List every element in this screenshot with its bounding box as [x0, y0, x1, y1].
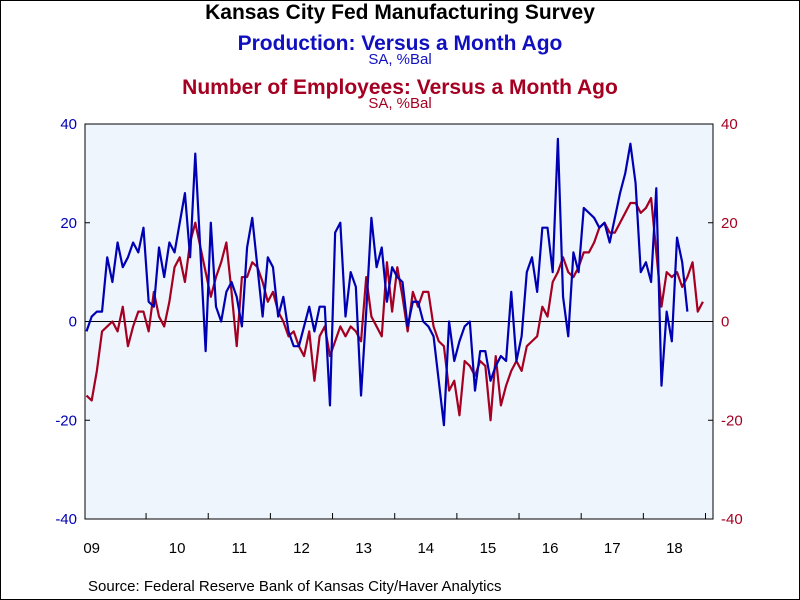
production-series-title: Production: Versus a Month Ago [237, 32, 563, 55]
y-left-tick-label: -40 [55, 511, 77, 528]
y-right-tick-label: 20 [721, 215, 738, 232]
x-tick-label: 10 [169, 540, 186, 557]
y-left-tick-label: 20 [60, 215, 77, 232]
x-tick-label: 16 [542, 540, 559, 557]
production-series-units: SA, %Bal [368, 51, 432, 68]
y-right-tick-label: 40 [721, 116, 738, 133]
x-tick-label: 11 [232, 540, 248, 557]
y-left-tick-label: -20 [55, 412, 77, 429]
y-right-tick-label: -20 [721, 412, 743, 429]
chart-title: Kansas City Fed Manufacturing Survey [205, 1, 595, 24]
employees-series-units: SA, %Bal [368, 95, 432, 112]
y-left-tick-label: 0 [69, 314, 77, 331]
x-tick-label: 12 [293, 540, 310, 557]
x-tick-label: 14 [417, 540, 434, 557]
y-right-tick-label: 0 [721, 314, 729, 331]
source-note: Source: Federal Reserve Bank of Kansas C… [88, 578, 502, 595]
y-right-tick-label: -40 [721, 511, 743, 528]
y-left-tick-label: 40 [60, 116, 77, 133]
x-tick-label: 18 [666, 540, 683, 557]
x-tick-label: 15 [480, 540, 497, 557]
x-tick-label: 13 [355, 540, 372, 557]
employees-series-title: Number of Employees: Versus a Month Ago [182, 76, 618, 99]
production-series-line [85, 137, 689, 427]
x-tick-label: 17 [604, 540, 621, 557]
x-tick-label: 09 [83, 540, 100, 557]
